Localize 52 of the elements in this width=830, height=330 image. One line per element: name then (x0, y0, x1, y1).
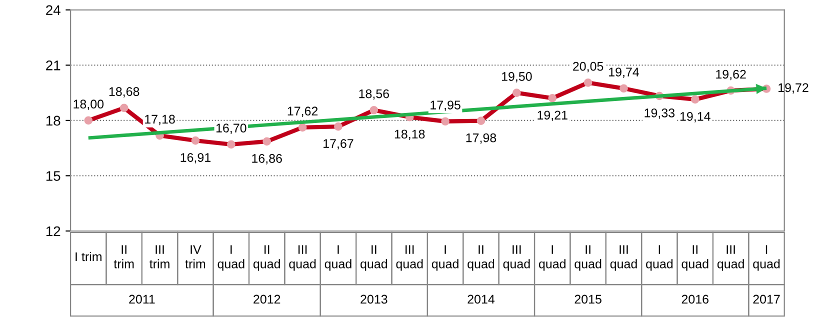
x-tick-label: III quad (717, 245, 744, 271)
y-tick-label: 21 (46, 60, 60, 70)
text: 2017 (753, 294, 780, 304)
data-label: 18,00 (74, 100, 104, 110)
text: 2014 (468, 294, 495, 304)
data-label: 19,74 (609, 68, 640, 78)
x-tick-label: II quad (253, 245, 280, 271)
x-tick-label: II quad (360, 245, 388, 271)
data-label: 16,86 (252, 154, 282, 164)
x-tick-label: II quad (682, 245, 708, 271)
data-label: 16,91 (180, 153, 210, 164)
y-tick-label: 15 (46, 171, 60, 181)
data-label: 19,72 (778, 83, 808, 94)
data-label: 18,68 (109, 87, 140, 98)
x-tick-label: III quad (503, 245, 530, 271)
x-tick-label: III quad (610, 245, 637, 271)
data-label: 19,21 (538, 110, 568, 122)
y-tick-label: 24 (46, 5, 60, 15)
x-tick-label: III quad (396, 245, 423, 271)
data-label: 18,18 (394, 130, 425, 140)
data-label: 17,67 (324, 139, 354, 150)
x-tick-label: I quad (324, 245, 352, 271)
text: 2016 (682, 294, 708, 304)
text: 2015 (574, 294, 602, 304)
data-label: 19,50 (502, 72, 532, 82)
data-label: 20,05 (573, 62, 604, 72)
data-label: 17,62 (288, 106, 318, 118)
data-label: 18,56 (359, 89, 390, 100)
data-label: 16,70 (216, 124, 246, 134)
y-tick-label: 18 (46, 116, 60, 126)
x-tick-label: I quad (646, 245, 673, 271)
x-tick-label: III trim (150, 245, 170, 268)
text: 2012 (254, 294, 280, 304)
x-tick-label: II quad (574, 245, 602, 271)
data-label: 17,18 (145, 114, 175, 126)
x-tick-label: I quad (753, 245, 780, 271)
x-tick-label: I trim (76, 252, 102, 262)
data-label: 17,98 (466, 133, 496, 144)
x-tick-label: IV trim (185, 245, 206, 268)
data-label: 19,14 (680, 112, 710, 122)
x-tick-label: II trim (114, 245, 134, 268)
x-tick-label: I quad (218, 245, 244, 271)
text: 2011 (129, 294, 155, 304)
x-tick-label: I quad (432, 245, 458, 271)
data-label: 19,33 (644, 108, 675, 119)
y-tick-label: 12 (46, 226, 60, 236)
x-tick-label: II quad (468, 245, 494, 271)
data-label: 17,95 (430, 100, 460, 111)
text: 2013 (360, 294, 388, 304)
x-tick-label: I quad (538, 245, 566, 271)
x-tick-label: III quad (289, 245, 316, 271)
data-label: 19,62 (716, 70, 746, 80)
